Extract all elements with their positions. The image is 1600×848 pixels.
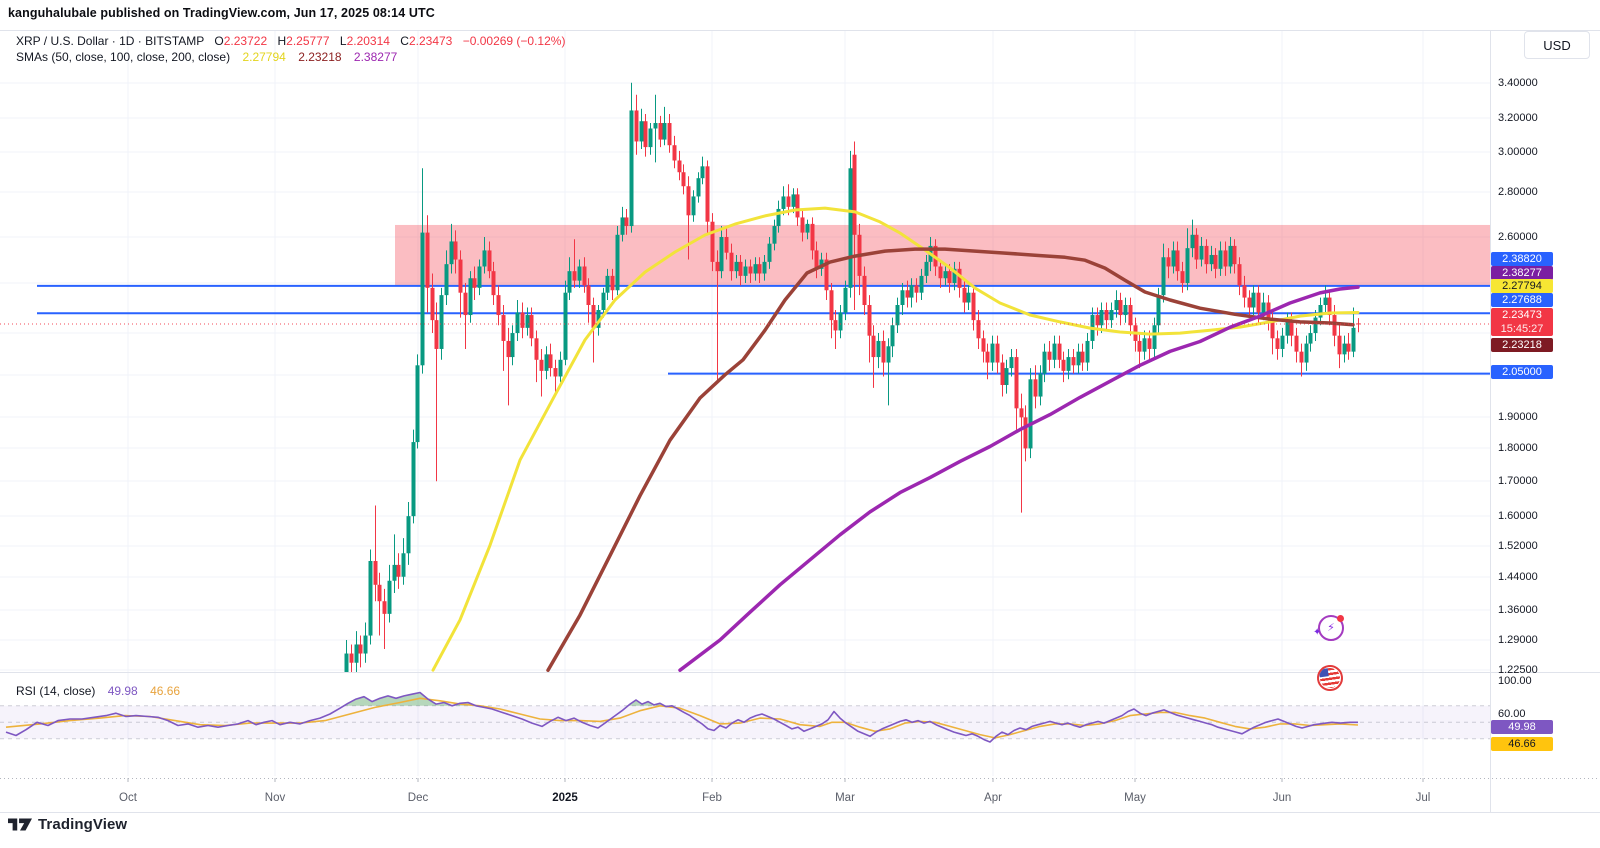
sma-200-line xyxy=(678,285,1360,672)
sma200-value: 2.38277 xyxy=(353,50,398,64)
rsi-tick-label: 60.00 xyxy=(1498,708,1526,720)
price-tick-label: 1.52000 xyxy=(1498,540,1538,552)
sma-50-line xyxy=(431,206,1360,672)
sparkle-glyph: ✦ xyxy=(1313,627,1322,638)
tradingview-logo[interactable]: TradingView xyxy=(8,816,127,833)
sma-label: SMAs (50, close, 100, close, 200, close) xyxy=(16,50,231,64)
price-tick-label: 1.29000 xyxy=(1498,634,1538,646)
price-tick-label: 1.36000 xyxy=(1498,604,1538,616)
ohlc-close: C2.23473 xyxy=(400,34,453,48)
time-axis-label-jul: Jul xyxy=(1415,792,1431,804)
price-tick-label: 3.00000 xyxy=(1498,146,1538,158)
time-axis-label-feb: Feb xyxy=(702,792,722,804)
price-tick-label: 1.22500 xyxy=(1498,664,1538,676)
price-axis-badge: 2.05000 xyxy=(1491,365,1553,379)
price-axis-badge: 2.23473 15:45:27 xyxy=(1491,308,1553,336)
price-tick-label: 1.60000 xyxy=(1498,510,1538,522)
time-axis-label-jun: Jun xyxy=(1272,792,1292,804)
time-axis-label-mar: Mar xyxy=(835,792,855,804)
ohlc-low: L2.20314 xyxy=(339,34,390,48)
rsi-line xyxy=(5,691,1358,743)
currency-toggle-button[interactable]: USD xyxy=(1524,31,1590,59)
countdown-timer: 15:45:27 xyxy=(1500,323,1544,335)
time-axis-label-may: May xyxy=(1124,792,1146,804)
symbol-title: XRP / U.S. Dollar · 1D · BITSTAMP xyxy=(16,34,205,48)
sma50-value: 2.27794 xyxy=(242,50,286,64)
tradingview-logo-icon xyxy=(8,818,32,831)
rsi-axis-badge: 46.66 xyxy=(1491,737,1553,751)
rsi-label: RSI (14, close) xyxy=(16,684,96,698)
time-axis-label-oct: Oct xyxy=(119,792,137,804)
time-axis-label-2025: 2025 xyxy=(552,792,578,804)
price-tick-label: 3.40000 xyxy=(1498,77,1538,89)
price-axis-badge: 2.38820 xyxy=(1491,252,1553,266)
sma100-value: 2.23218 xyxy=(298,50,342,64)
rsi-axis-badge: 49.98 xyxy=(1491,720,1553,734)
tradingview-logo-text: TradingView xyxy=(38,816,128,833)
rsi-tick-label: 100.00 xyxy=(1498,675,1532,687)
candle-series xyxy=(344,82,1361,672)
published-by-line: kanguhalubale published on TradingView.c… xyxy=(8,6,435,20)
ohlc-open: O2.23722 xyxy=(214,34,268,48)
price-tick-label: 2.60000 xyxy=(1498,231,1538,243)
ohlc-high: H2.25777 xyxy=(277,34,330,48)
sma-legend-row: SMAs (50, close, 100, close, 200, close)… xyxy=(16,50,397,64)
price-axis-badge: 2.23218 xyxy=(1491,338,1553,352)
price-axis-badge: 2.38277 xyxy=(1491,265,1553,280)
rsi-legend-row: RSI (14, close) 49.98 46.66 xyxy=(16,684,180,698)
notification-dot xyxy=(1337,615,1344,622)
price-tick-label: 2.80000 xyxy=(1498,186,1538,198)
price-tick-label: 1.90000 xyxy=(1498,411,1538,423)
time-axis-label-dec: Dec xyxy=(407,792,429,804)
price-tick-label: 1.70000 xyxy=(1498,475,1538,487)
ai-lightning-icon[interactable]: ⚡ ✦ xyxy=(1313,615,1344,641)
price-tick-label: 1.80000 xyxy=(1498,442,1538,454)
rsi-value: 49.98 xyxy=(107,684,138,698)
rsi-ma-line xyxy=(5,697,1359,739)
change-value: −0.00269 (−0.12%) xyxy=(462,34,566,48)
time-axis-label-nov: Nov xyxy=(264,792,286,804)
rsi-ma-value: 46.66 xyxy=(150,684,181,698)
flag-canton xyxy=(1318,668,1329,678)
price-axis-badge: 2.27688 xyxy=(1491,292,1553,307)
price-tick-label: 1.44000 xyxy=(1498,571,1538,583)
time-scale-pane[interactable] xyxy=(0,778,1490,812)
time-axis-label-apr: Apr xyxy=(984,792,1002,804)
symbol-legend-row: XRP / U.S. Dollar · 1D · BITSTAMP O2.237… xyxy=(16,34,565,48)
lightning-bolt-glyph: ⚡ xyxy=(1327,621,1335,634)
price-axis-badge: 2.27794 xyxy=(1491,279,1553,293)
price-tick-label: 3.20000 xyxy=(1498,112,1538,124)
sma-100-line xyxy=(546,247,1355,672)
